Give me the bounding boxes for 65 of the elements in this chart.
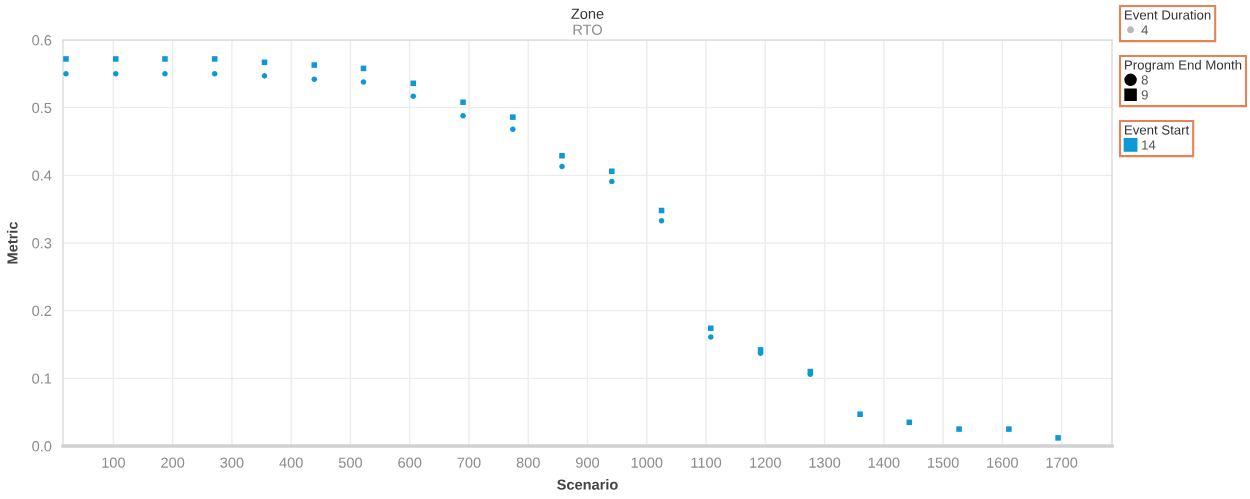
point bbox=[311, 62, 318, 68]
point bbox=[510, 114, 516, 120]
x-tick-label: 200 bbox=[161, 457, 185, 468]
text: 14 bbox=[1142, 140, 1156, 150]
point bbox=[63, 71, 69, 77]
y-tick-label: 0.6 bbox=[32, 35, 52, 46]
point bbox=[460, 99, 466, 106]
point bbox=[757, 347, 764, 353]
point bbox=[112, 71, 119, 77]
point bbox=[1006, 426, 1012, 432]
point bbox=[707, 325, 714, 332]
text: Event Duration bbox=[1125, 9, 1211, 20]
text: 4 bbox=[1141, 25, 1149, 35]
chart-subtitle: RTO bbox=[573, 24, 602, 35]
point bbox=[510, 126, 516, 133]
x-tick-label: 800 bbox=[516, 457, 540, 468]
point bbox=[707, 334, 714, 340]
x-tick-label: 100 bbox=[102, 457, 125, 468]
y-tick-label: 0.4 bbox=[32, 170, 52, 181]
point bbox=[360, 79, 367, 85]
x-tick-label: 400 bbox=[279, 457, 303, 468]
x-tick-label: 1600 bbox=[987, 457, 1019, 468]
point bbox=[63, 56, 69, 62]
point bbox=[609, 168, 615, 175]
x-tick-label: 700 bbox=[457, 457, 481, 468]
x-tick-label: 1000 bbox=[631, 457, 663, 468]
x-tick-label: 600 bbox=[398, 457, 422, 468]
point bbox=[261, 73, 268, 79]
x-tick-label: 1200 bbox=[750, 457, 781, 468]
legend-title: Program End Month bbox=[1125, 59, 1242, 73]
point bbox=[1055, 435, 1061, 441]
x-tick-label: 1700 bbox=[1046, 457, 1078, 468]
point bbox=[162, 71, 168, 77]
text: Event Start bbox=[1125, 125, 1190, 135]
text: 9 bbox=[1141, 90, 1148, 100]
point bbox=[211, 56, 218, 62]
y-tick-label: 0.3 bbox=[32, 238, 52, 249]
point bbox=[410, 93, 417, 99]
x-tick-label: 1300 bbox=[809, 457, 841, 468]
point bbox=[211, 71, 218, 77]
y-tick-label: 0.1 bbox=[32, 373, 52, 384]
y-axis-title: Metric bbox=[6, 221, 18, 264]
point bbox=[559, 152, 565, 159]
point bbox=[609, 178, 615, 185]
chart-title: Zone bbox=[571, 8, 604, 19]
x-tick-label: 300 bbox=[220, 457, 244, 468]
x-tick-label: 500 bbox=[338, 457, 363, 468]
y-tick-label: 0.2 bbox=[32, 305, 52, 317]
point bbox=[311, 76, 318, 83]
point bbox=[162, 56, 168, 62]
point bbox=[410, 80, 417, 87]
point bbox=[956, 426, 962, 432]
y-tick-label: 0.0 bbox=[32, 441, 52, 452]
y-tick-label: 0.5 bbox=[32, 102, 52, 114]
x-tick-label: 1100 bbox=[691, 457, 722, 468]
x-tick-label: 1500 bbox=[927, 457, 959, 468]
x-tick-label: 1400 bbox=[868, 457, 900, 468]
point bbox=[112, 56, 119, 62]
x-tick-label: 900 bbox=[576, 457, 600, 468]
text: 8 bbox=[1141, 75, 1148, 85]
point bbox=[857, 411, 863, 417]
point bbox=[658, 217, 665, 224]
point bbox=[559, 163, 565, 170]
x-axis-title: Scenario bbox=[557, 479, 618, 490]
point bbox=[460, 113, 466, 119]
